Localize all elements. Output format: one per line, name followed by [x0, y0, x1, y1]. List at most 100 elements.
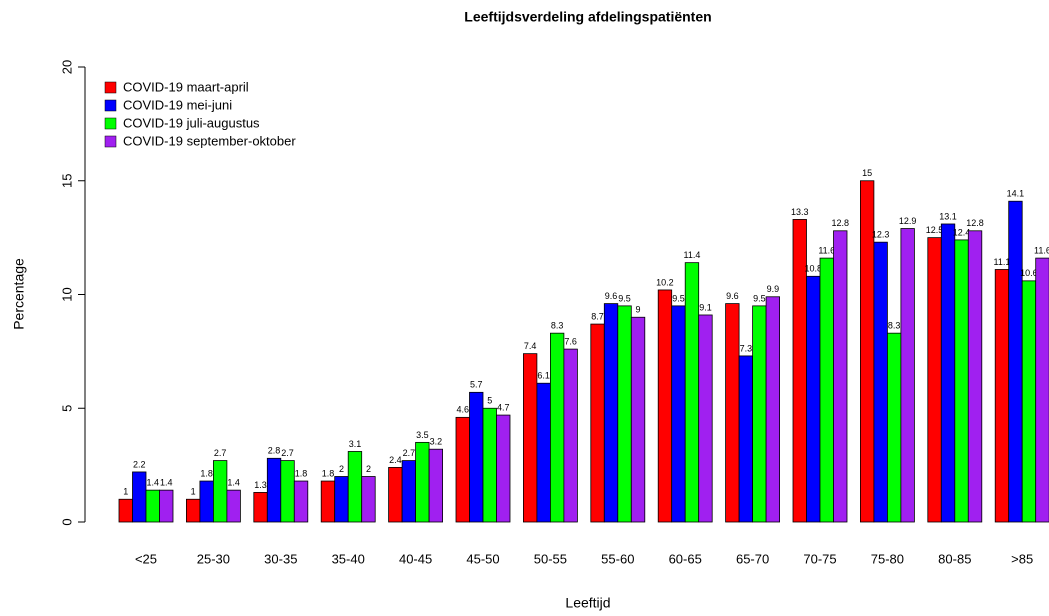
- legend-swatch: [104, 99, 117, 112]
- value-label: 2.7: [281, 448, 294, 458]
- x-tick-label: 65-70: [736, 551, 769, 566]
- value-label: 12.8: [966, 218, 984, 228]
- y-tick-label: 20: [59, 60, 74, 74]
- legend-label: COVID-19 maart-april: [123, 79, 249, 94]
- value-label: 3.2: [430, 437, 443, 447]
- x-tick-label: 35-40: [332, 551, 365, 566]
- chart-title: Leeftijdsverdeling afdelingspatiënten: [464, 9, 711, 25]
- bar: [927, 237, 942, 523]
- x-tick-label: 60-65: [669, 551, 702, 566]
- bar: [266, 457, 282, 523]
- bar: [320, 480, 336, 523]
- bar: [940, 223, 956, 523]
- value-label: 2.7: [214, 448, 227, 458]
- bar: [159, 489, 174, 523]
- value-label: 2.2: [133, 459, 146, 469]
- bar: [873, 241, 888, 523]
- x-axis-label: Leeftijd: [565, 595, 610, 611]
- bar: [698, 314, 713, 523]
- value-label: 2.4: [389, 455, 402, 465]
- bar: [752, 305, 767, 523]
- value-label: 2.8: [268, 446, 281, 456]
- bar: [132, 471, 147, 523]
- bar: [361, 476, 376, 523]
- x-tick-label: 45-50: [466, 551, 499, 566]
- bar: [212, 460, 228, 523]
- bar: [469, 391, 484, 523]
- value-label: 8.3: [888, 321, 901, 331]
- bar: [1008, 200, 1023, 523]
- value-label: 3.5: [416, 430, 429, 440]
- bar: [806, 275, 821, 523]
- x-tick-label: 25-30: [197, 551, 230, 566]
- value-label: 10.2: [656, 277, 674, 287]
- value-label: 5: [487, 396, 492, 406]
- bar: [738, 355, 753, 523]
- bar: [630, 316, 646, 523]
- x-tick-label: 30-35: [264, 551, 297, 566]
- x-tick-label: >85: [1011, 551, 1033, 566]
- legend-swatch: [104, 81, 117, 94]
- value-label: 14.1: [1007, 189, 1025, 199]
- value-label: 2: [339, 464, 344, 474]
- bar: [118, 498, 133, 523]
- value-label: 1: [191, 487, 196, 497]
- bar: [603, 303, 619, 523]
- bar: [536, 382, 551, 523]
- value-label: 9.5: [672, 293, 685, 303]
- value-label: 5.7: [470, 380, 483, 390]
- bar: [1035, 257, 1049, 523]
- bar: [401, 460, 417, 523]
- value-label: 7.4: [524, 341, 537, 351]
- legend-swatch: [104, 117, 117, 130]
- x-tick-label: 70-75: [803, 551, 836, 566]
- value-label: 12.3: [872, 230, 890, 240]
- bar: [145, 489, 160, 523]
- value-label: 9.5: [618, 293, 631, 303]
- value-label: 15: [862, 168, 872, 178]
- value-label: 12.5: [926, 225, 944, 235]
- value-label: 12.8: [831, 218, 849, 228]
- bar: [388, 466, 403, 523]
- bar: [415, 441, 430, 523]
- bar: [523, 353, 538, 523]
- bar: [253, 492, 268, 523]
- value-label: 13.1: [939, 211, 957, 221]
- bar: [590, 323, 605, 523]
- value-label: 1.4: [160, 478, 173, 488]
- bar: [334, 476, 349, 523]
- value-label: 9.6: [726, 291, 739, 301]
- bar: [347, 451, 363, 523]
- value-label: 1.3: [254, 480, 267, 490]
- value-label: 11.4: [684, 250, 701, 260]
- value-label: 4.7: [497, 402, 510, 412]
- value-label: 4.6: [456, 405, 469, 415]
- bar: [967, 230, 983, 523]
- bar: [199, 480, 214, 523]
- value-label: 10.8: [804, 264, 822, 274]
- value-label: 13.3: [791, 207, 809, 217]
- x-tick-label: <25: [135, 551, 157, 566]
- bar: [293, 480, 309, 523]
- value-label: 11.6: [818, 245, 835, 255]
- x-tick-label: 75-80: [871, 551, 904, 566]
- x-tick-label: 40-45: [399, 551, 432, 566]
- value-label: 1.8: [322, 468, 335, 478]
- value-label: 12.9: [899, 216, 917, 226]
- x-tick-label: 80-85: [938, 551, 971, 566]
- bar: [994, 269, 1010, 523]
- legend-swatch: [104, 135, 117, 148]
- value-label: 11.6: [1034, 245, 1049, 255]
- value-label: 9.1: [699, 302, 712, 312]
- value-label: 11.1: [994, 257, 1011, 267]
- value-label: 6.1: [537, 371, 550, 381]
- bar: [428, 448, 444, 523]
- value-label: 1.4: [227, 478, 240, 488]
- bar: [226, 489, 241, 523]
- value-label: 9: [636, 305, 641, 315]
- value-label: 9.5: [753, 293, 766, 303]
- bar: [482, 407, 497, 523]
- value-label: 9.9: [767, 284, 780, 294]
- bar: [725, 303, 740, 523]
- bar: [657, 289, 673, 523]
